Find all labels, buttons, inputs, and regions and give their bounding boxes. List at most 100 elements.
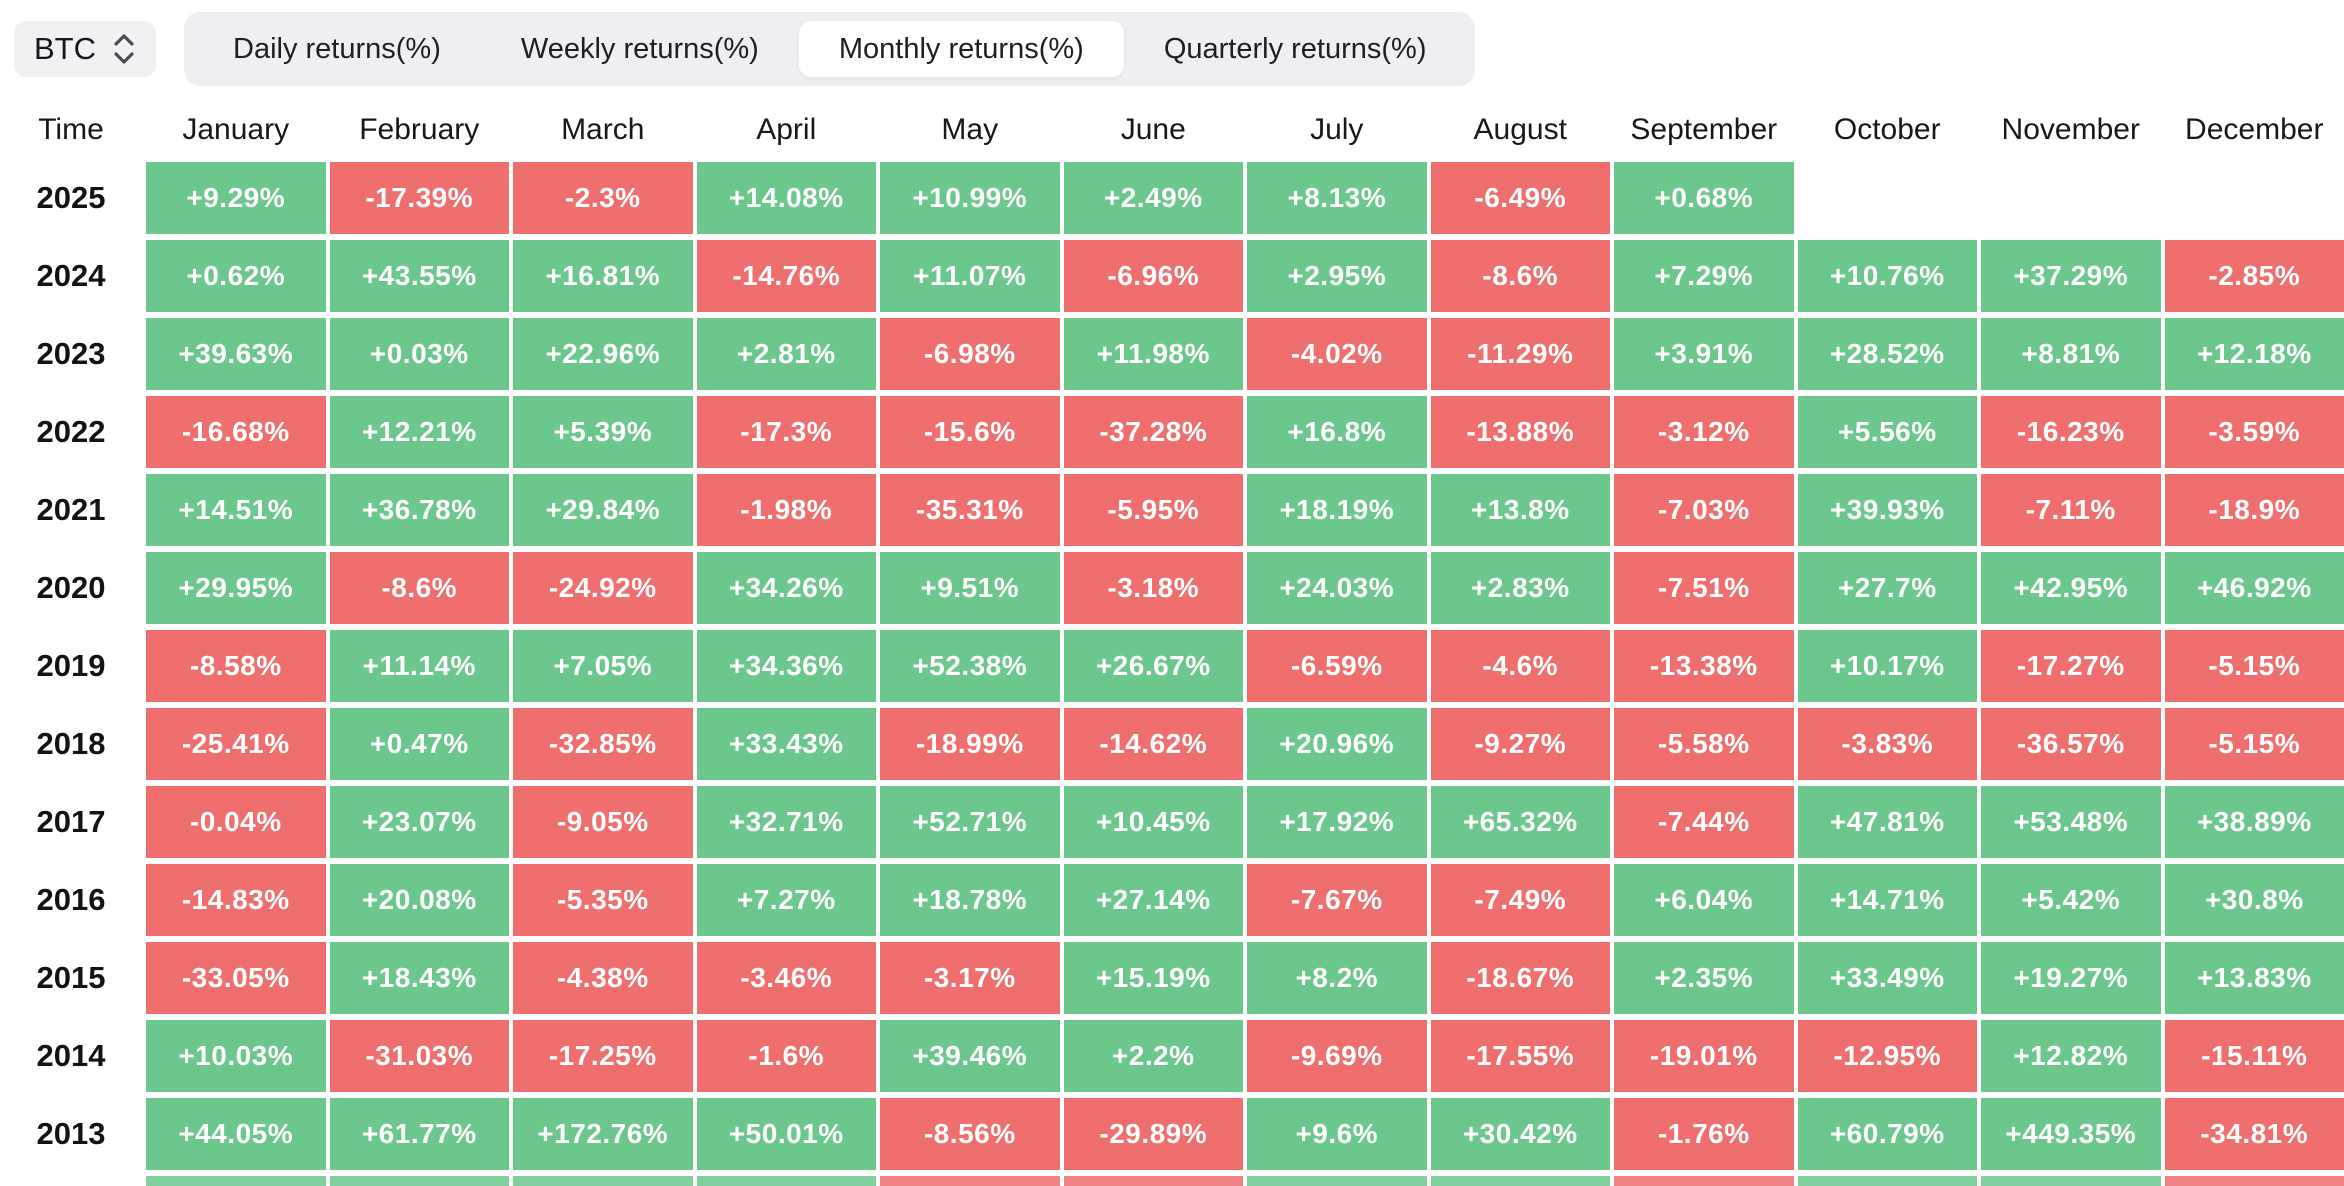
return-cell: -4.6%: [1431, 630, 1611, 702]
return-cell: -2.85%: [2165, 240, 2344, 312]
return-cell: +50.01%: [697, 1098, 877, 1170]
partial-cell: [1614, 1176, 1794, 1186]
return-cell: -19.01%: [1614, 1020, 1794, 1092]
return-cell: -25.41%: [146, 708, 326, 780]
return-cell: +5.42%: [1981, 864, 2161, 936]
return-cell: +7.05%: [513, 630, 693, 702]
return-cell: -17.55%: [1431, 1020, 1611, 1092]
symbol-selector[interactable]: BTC: [14, 21, 156, 77]
return-cell: -34.81%: [2165, 1098, 2344, 1170]
return-cell: -7.51%: [1614, 552, 1794, 624]
table-row-2014: 2014+10.03%-31.03%-17.25%-1.6%+39.46%+2.…: [0, 1020, 2344, 1092]
return-cell: -7.49%: [1431, 864, 1611, 936]
return-cell: +12.21%: [330, 396, 510, 468]
return-cell: +8.13%: [1247, 162, 1427, 234]
partial-cell: [513, 1176, 693, 1186]
return-cell: +9.29%: [146, 162, 326, 234]
return-cell: -36.57%: [1981, 708, 2161, 780]
return-cell: -5.95%: [1064, 474, 1244, 546]
return-cell: -17.39%: [330, 162, 510, 234]
return-cell: -18.67%: [1431, 942, 1611, 1014]
return-cell: -6.98%: [880, 318, 1060, 390]
return-cell: +16.8%: [1247, 396, 1427, 468]
return-cell: +30.8%: [2165, 864, 2344, 936]
return-cell: +10.76%: [1798, 240, 1978, 312]
return-cell: +16.81%: [513, 240, 693, 312]
partial-cell: [880, 1176, 1060, 1186]
return-cell: +14.51%: [146, 474, 326, 546]
return-cell: +18.78%: [880, 864, 1060, 936]
return-cell: -2.3%: [513, 162, 693, 234]
return-cell: -8.6%: [330, 552, 510, 624]
return-cell: +8.81%: [1981, 318, 2161, 390]
return-cell: -1.76%: [1614, 1098, 1794, 1170]
return-cell: -5.15%: [2165, 708, 2344, 780]
table-row-2025: 2025+9.29%-17.39%-2.3%+14.08%+10.99%+2.4…: [0, 162, 2344, 234]
return-cell: -15.11%: [2165, 1020, 2344, 1092]
year-label: 2020: [0, 552, 142, 624]
tab-weekly-returns[interactable]: Weekly returns(%): [481, 21, 799, 77]
return-cell: -1.6%: [697, 1020, 877, 1092]
tab-daily-returns[interactable]: Daily returns(%): [193, 21, 481, 77]
return-cell: -8.58%: [146, 630, 326, 702]
return-cell: +33.43%: [697, 708, 877, 780]
return-cell: -32.85%: [513, 708, 693, 780]
return-cell: -15.6%: [880, 396, 1060, 468]
tab-quarterly-returns[interactable]: Quarterly returns(%): [1124, 21, 1467, 77]
tab-monthly-returns[interactable]: Monthly returns(%): [799, 21, 1124, 77]
year-label: 2025: [0, 162, 142, 234]
col-header-february: February: [330, 106, 510, 154]
year-label: 2022: [0, 396, 142, 468]
return-cell: +10.45%: [1064, 786, 1244, 858]
return-cell: -16.23%: [1981, 396, 2161, 468]
return-cell: -3.18%: [1064, 552, 1244, 624]
return-cell: -14.83%: [146, 864, 326, 936]
return-cell: -5.15%: [2165, 630, 2344, 702]
return-cell: +2.49%: [1064, 162, 1244, 234]
partial-cell: [2165, 1176, 2344, 1186]
table-row-2021: 2021+14.51%+36.78%+29.84%-1.98%-35.31%-5…: [0, 474, 2344, 546]
return-cell: +36.78%: [330, 474, 510, 546]
col-header-march: March: [513, 106, 693, 154]
return-cell: +10.99%: [880, 162, 1060, 234]
year-label: 2024: [0, 240, 142, 312]
return-cell: +9.6%: [1247, 1098, 1427, 1170]
return-cell: -9.69%: [1247, 1020, 1427, 1092]
year-label: 2023: [0, 318, 142, 390]
return-cell: +24.03%: [1247, 552, 1427, 624]
col-header-april: April: [697, 106, 877, 154]
col-header-january: January: [146, 106, 326, 154]
return-cell: +19.27%: [1981, 942, 2161, 1014]
return-cell: +11.98%: [1064, 318, 1244, 390]
return-cell: +33.49%: [1798, 942, 1978, 1014]
return-cell: -6.49%: [1431, 162, 1611, 234]
col-header-june: June: [1064, 106, 1244, 154]
return-cell: +29.95%: [146, 552, 326, 624]
return-cell: +27.7%: [1798, 552, 1978, 624]
return-cell: +17.92%: [1247, 786, 1427, 858]
symbol-label: BTC: [34, 31, 96, 67]
table-row-2013: 2013+44.05%+61.77%+172.76%+50.01%-8.56%-…: [0, 1098, 2344, 1170]
col-header-may: May: [880, 106, 1060, 154]
return-cell: +8.2%: [1247, 942, 1427, 1014]
col-header-november: November: [1981, 106, 2161, 154]
return-cell: +0.68%: [1614, 162, 1794, 234]
return-cell: +14.71%: [1798, 864, 1978, 936]
return-cell: -4.38%: [513, 942, 693, 1014]
return-cell: -17.27%: [1981, 630, 2161, 702]
return-cell: -9.27%: [1431, 708, 1611, 780]
col-header-july: July: [1247, 106, 1427, 154]
return-cell: -13.38%: [1614, 630, 1794, 702]
empty-cell: [1981, 162, 2161, 234]
return-cell: -37.28%: [1064, 396, 1244, 468]
return-cell: +20.08%: [330, 864, 510, 936]
return-cell: -3.46%: [697, 942, 877, 1014]
table-row-2023: 2023+39.63%+0.03%+22.96%+2.81%-6.98%+11.…: [0, 318, 2344, 390]
return-cell: +0.62%: [146, 240, 326, 312]
col-header-december: December: [2165, 106, 2344, 154]
return-cell: +9.51%: [880, 552, 1060, 624]
return-cell: +44.05%: [146, 1098, 326, 1170]
return-cell: +26.67%: [1064, 630, 1244, 702]
